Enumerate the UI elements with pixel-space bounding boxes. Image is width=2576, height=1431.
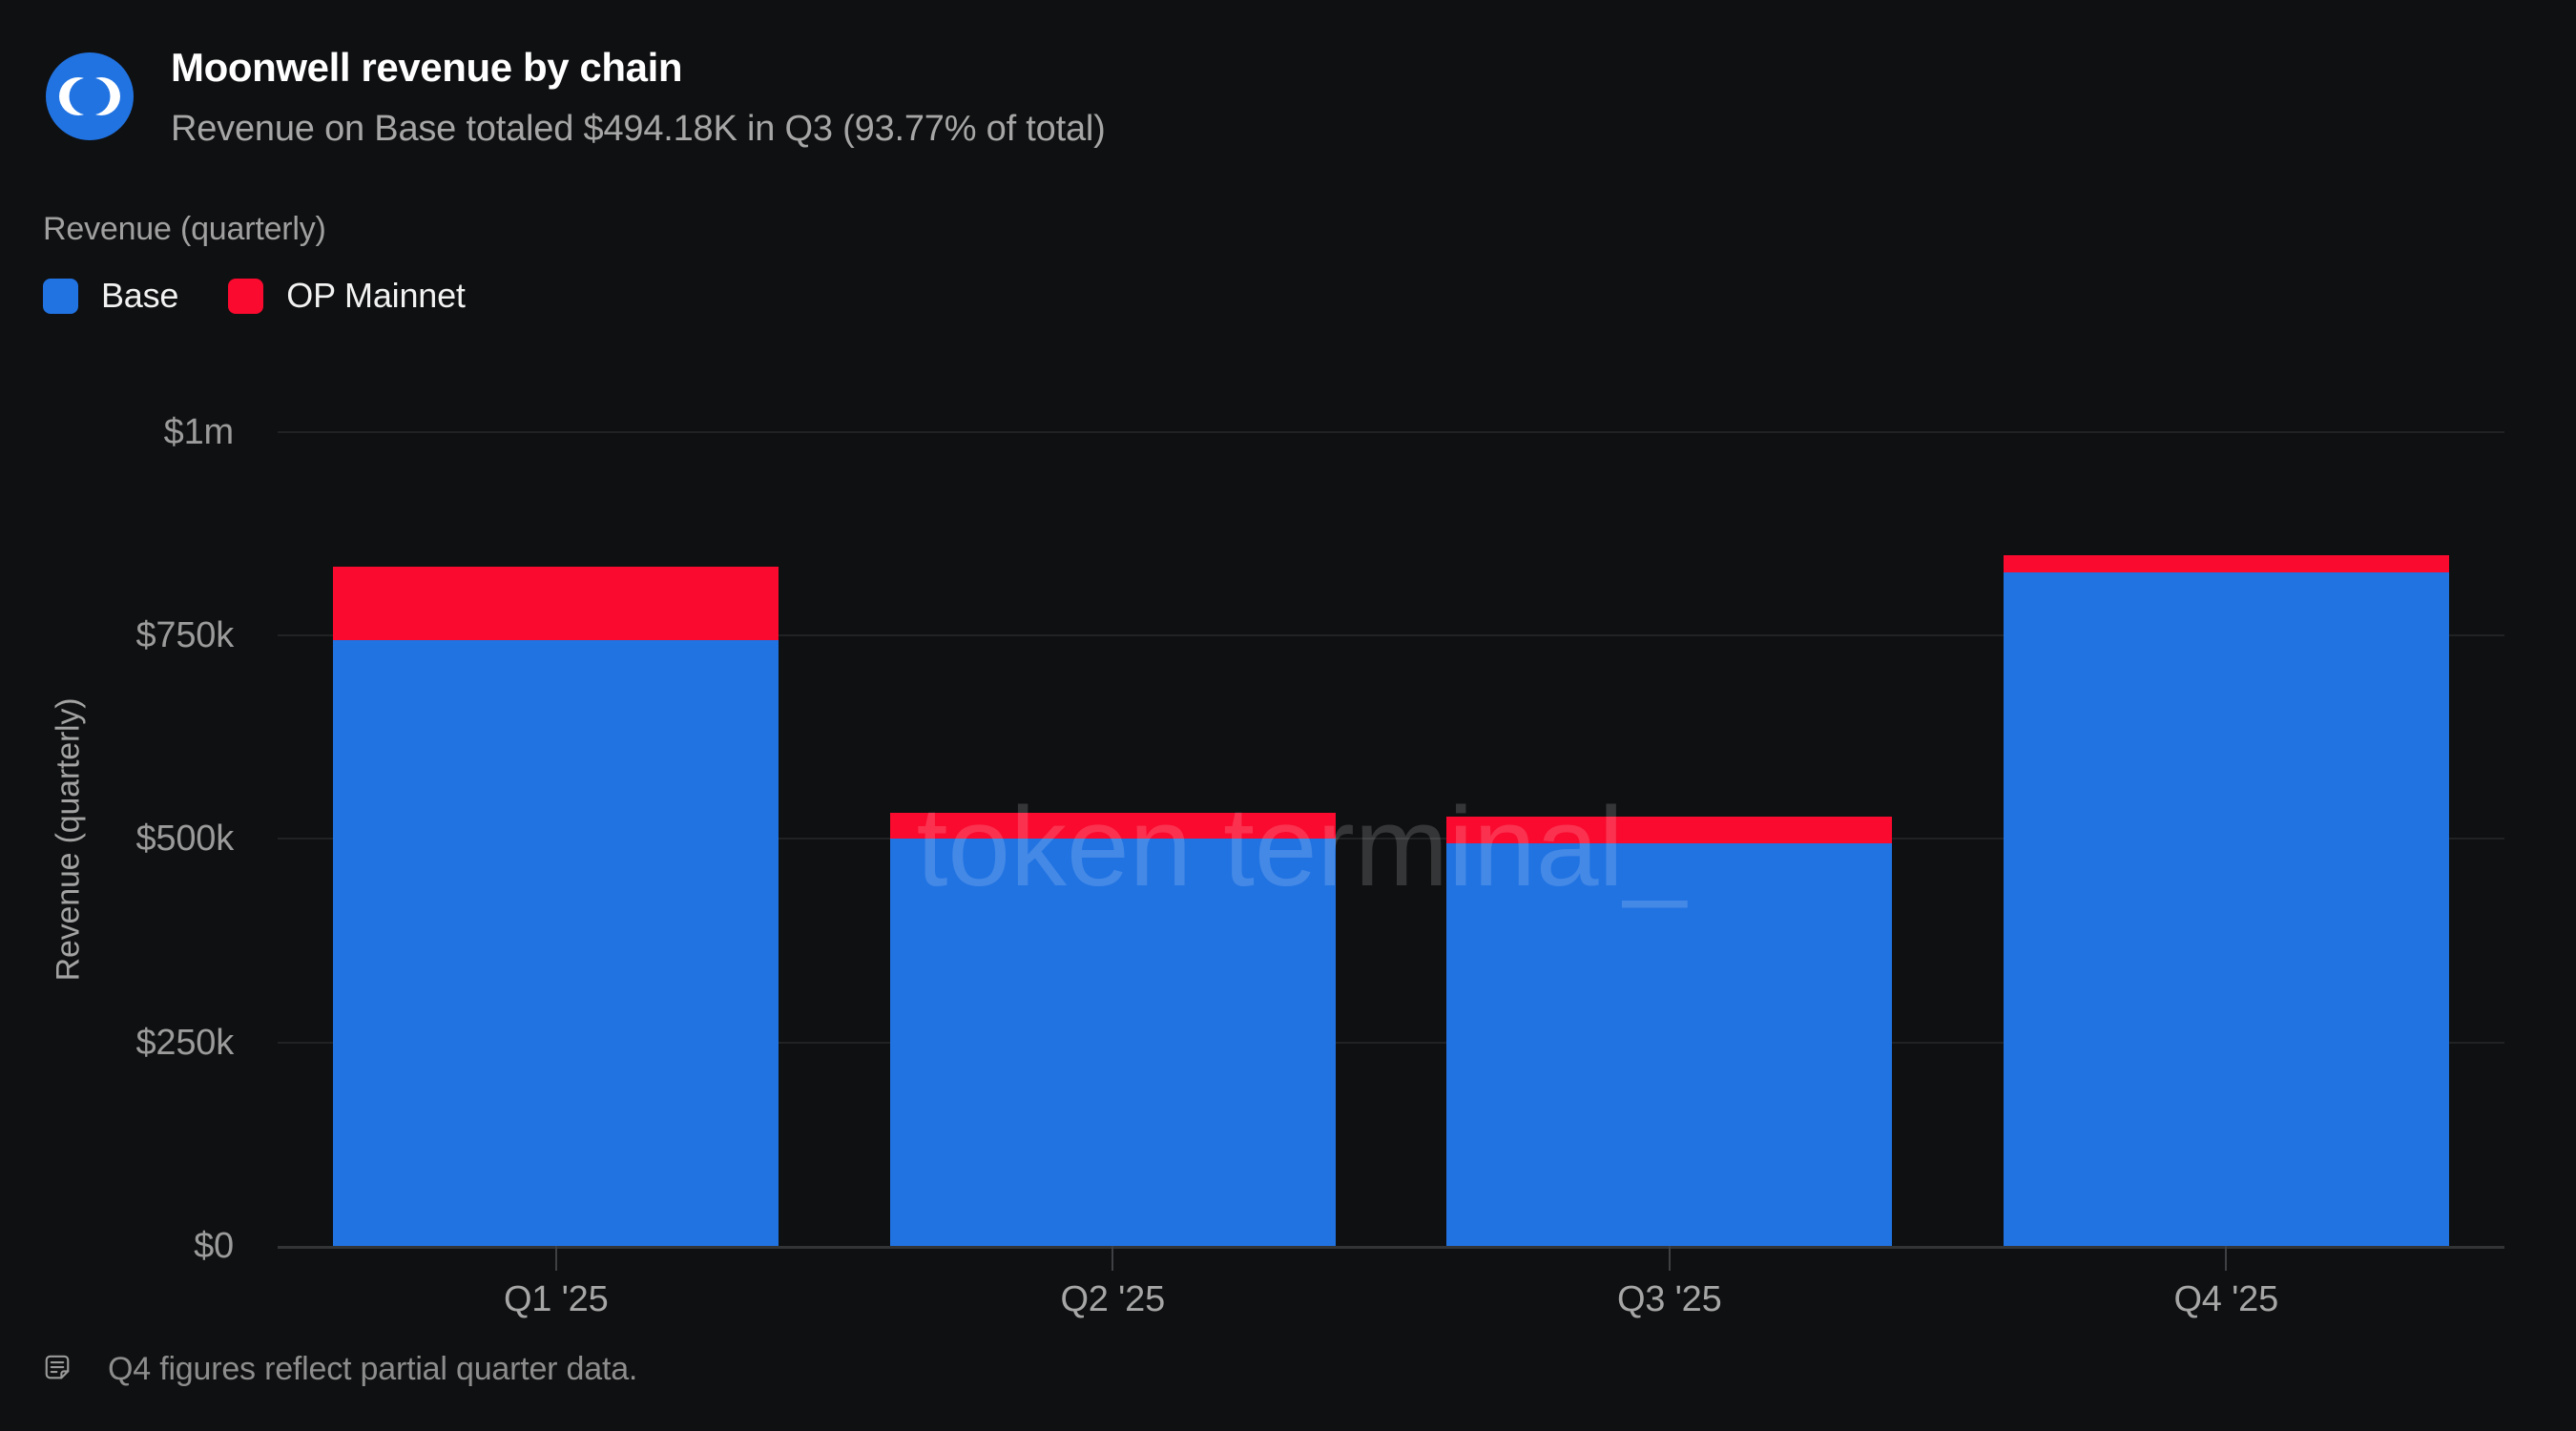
- bar-q125-base[interactable]: [333, 640, 779, 1246]
- legend-item-base[interactable]: Base: [43, 276, 178, 316]
- legend: Base OP Mainnet: [43, 276, 466, 316]
- legend-swatch-base: [43, 278, 78, 314]
- x-tick-label-1: Q1 '25: [503, 1279, 609, 1319]
- x-tick-3: [1668, 1246, 1671, 1271]
- legend-label-op-mainnet: OP Mainnet: [286, 276, 466, 315]
- bar-q425-op-mainnet[interactable]: [2003, 555, 2449, 572]
- gridline-$750k: [278, 634, 2504, 637]
- y-axis-title: Revenue (quarterly): [50, 697, 87, 982]
- footnote-text: Q4 figures reflect partial quarter data.: [108, 1351, 638, 1387]
- gridline-$250k: [278, 1041, 2504, 1044]
- legend-item-op-mainnet[interactable]: OP Mainnet: [228, 276, 466, 316]
- metric-label: Revenue (quarterly): [43, 211, 326, 247]
- y-tick-label-$500k: $500k: [135, 819, 234, 860]
- gridline-$1m: [278, 430, 2504, 433]
- y-tick-label-$250k: $250k: [135, 1022, 234, 1063]
- y-tick-label-$1m: $1m: [163, 411, 235, 452]
- bar-q225-op-mainnet[interactable]: [889, 813, 1336, 840]
- bar-q125-op-mainnet[interactable]: [333, 566, 779, 641]
- x-tick-4: [2225, 1246, 2228, 1271]
- bar-q325-base[interactable]: [1446, 843, 1893, 1246]
- x-tick-label-3: Q3 '25: [1616, 1279, 1722, 1319]
- x-tick-2: [1111, 1246, 1114, 1271]
- legend-label-base: Base: [101, 276, 179, 315]
- x-tick-label-2: Q2 '25: [1060, 1279, 1166, 1319]
- note-icon: [45, 1355, 70, 1379]
- bar-q225-base[interactable]: [889, 839, 1336, 1246]
- page-subtitle: Revenue on Base totaled $494.18K in Q3 (…: [171, 109, 1106, 149]
- legend-swatch-op-mainnet: [228, 278, 264, 314]
- y-tick-label-$750k: $750k: [135, 615, 234, 656]
- bar-q325-op-mainnet[interactable]: [1446, 817, 1893, 844]
- x-tick-label-4: Q4 '25: [2173, 1279, 2279, 1319]
- moonwell-logo-icon: [46, 52, 134, 140]
- bar-q425-base[interactable]: [2003, 571, 2449, 1246]
- footnote: Q4 figures reflect partial quarter data.: [43, 1349, 637, 1389]
- x-axis-line: [278, 1246, 2504, 1249]
- x-tick-1: [554, 1246, 557, 1271]
- page-title: Moonwell revenue by chain: [171, 45, 683, 90]
- y-tick-label-$0: $0: [194, 1226, 234, 1266]
- gridline-$500k: [278, 838, 2504, 840]
